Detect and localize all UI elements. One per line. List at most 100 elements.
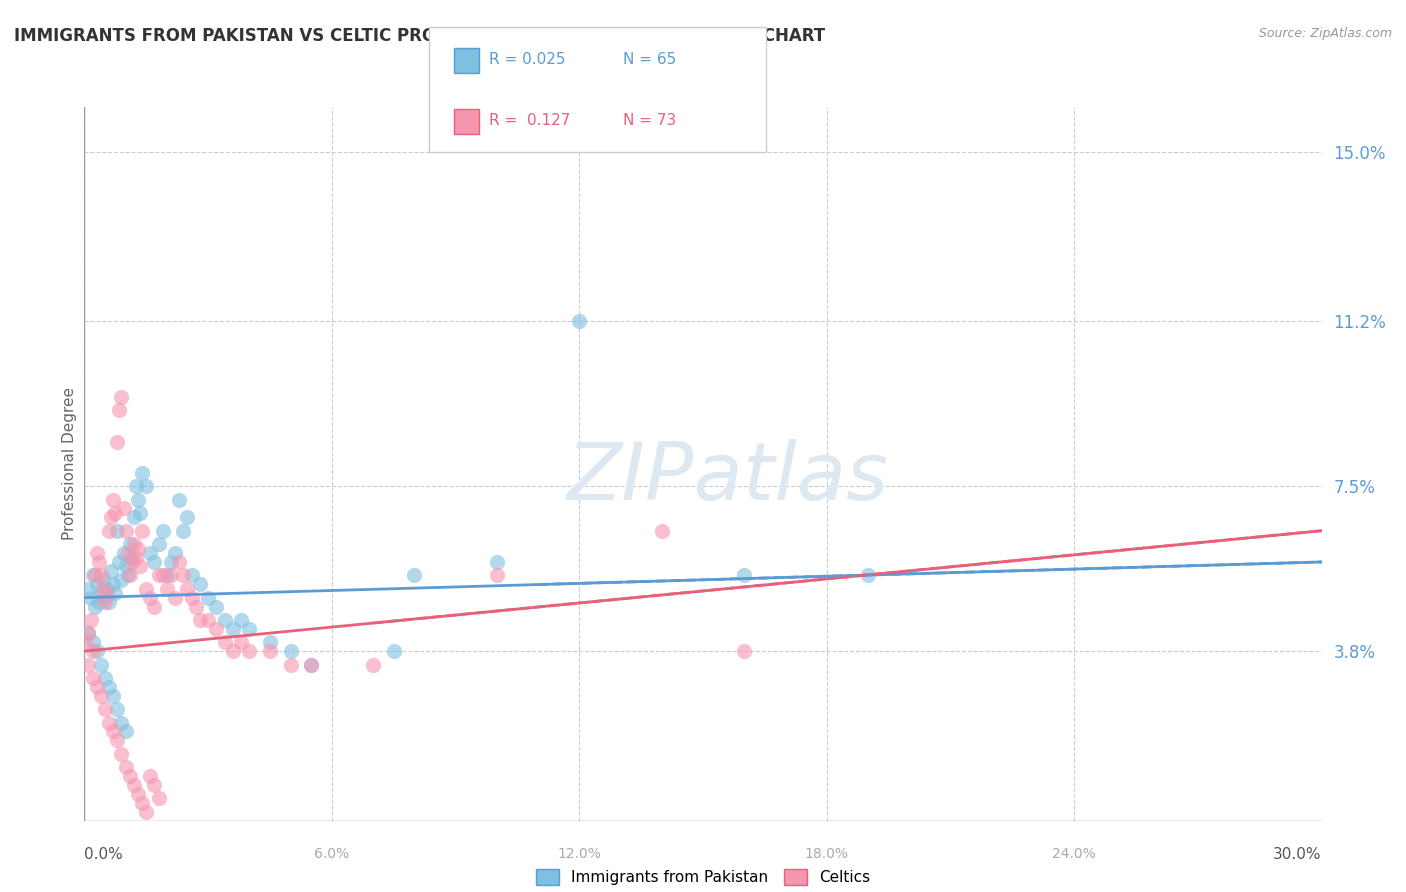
Point (90, 568, 112, 582)
Point (259, 644, 281, 658)
Point (91, 582, 114, 596)
Y-axis label: Professional Degree: Professional Degree (62, 387, 77, 541)
Point (77, 626, 100, 640)
Point (299, 657, 322, 672)
Text: IMMIGRANTS FROM PAKISTAN VS CELTIC PROFESSIONAL DEGREE CORRELATION CHART: IMMIGRANTS FROM PAKISTAN VS CELTIC PROFE… (14, 27, 825, 45)
Point (568, 314, 591, 328)
Point (143, 778, 166, 792)
Point (77, 657, 100, 672)
Point (167, 492, 190, 507)
Point (156, 568, 179, 582)
Point (167, 555, 190, 569)
Text: 24.0%: 24.0% (1052, 847, 1097, 862)
Point (105, 733, 128, 747)
Point (114, 524, 136, 538)
Point (143, 555, 166, 569)
Text: 30.0%: 30.0% (1274, 847, 1322, 863)
Point (176, 510, 198, 524)
Point (382, 644, 405, 658)
Point (94, 591, 117, 605)
Point (94, 671, 117, 685)
Point (280, 644, 302, 658)
Point (100, 564, 122, 578)
Point (180, 568, 202, 582)
Point (94, 702, 117, 716)
Point (143, 599, 166, 614)
Point (112, 546, 135, 560)
Point (118, 537, 141, 551)
Point (139, 546, 162, 560)
Point (87, 595, 110, 609)
Point (197, 613, 219, 627)
Point (110, 390, 132, 404)
Point (214, 613, 236, 627)
Point (100, 510, 122, 524)
Point (156, 582, 179, 596)
Point (299, 657, 322, 672)
Point (188, 577, 211, 591)
Point (152, 568, 174, 582)
Point (404, 568, 426, 582)
Point (105, 524, 128, 538)
Point (129, 506, 152, 520)
Point (139, 591, 162, 605)
Point (103, 689, 125, 703)
Point (222, 644, 245, 658)
Point (733, 644, 755, 658)
Point (160, 568, 183, 582)
Point (135, 805, 157, 819)
Point (118, 769, 141, 783)
Point (152, 524, 174, 538)
Point (197, 591, 219, 605)
Point (176, 582, 198, 596)
Point (86, 577, 108, 591)
Point (165, 591, 187, 605)
Point (90, 657, 112, 672)
Point (110, 573, 132, 587)
Text: 0.0%: 0.0% (84, 847, 124, 863)
Text: N = 73: N = 73 (623, 113, 676, 128)
Point (104, 586, 127, 600)
Point (90, 689, 112, 703)
Point (733, 568, 755, 582)
Point (131, 524, 153, 538)
Point (103, 724, 125, 739)
Point (165, 546, 187, 560)
Point (122, 510, 145, 524)
Point (105, 702, 128, 716)
Point (103, 492, 125, 507)
Point (114, 724, 136, 739)
Point (229, 635, 252, 649)
Point (103, 577, 125, 591)
Point (118, 568, 141, 582)
Text: Source: ZipAtlas.com: Source: ZipAtlas.com (1258, 27, 1392, 40)
Text: ZIPatlas: ZIPatlas (567, 439, 889, 517)
Point (82, 671, 104, 685)
Point (238, 622, 260, 636)
Point (79, 613, 101, 627)
Point (122, 778, 145, 792)
Point (98, 715, 121, 730)
Point (148, 537, 170, 551)
Point (125, 550, 148, 565)
Point (117, 568, 139, 582)
Point (77, 582, 100, 596)
Point (205, 599, 228, 614)
Point (139, 769, 162, 783)
Point (184, 599, 207, 614)
Point (83, 599, 105, 614)
Point (91, 573, 114, 587)
Point (86, 680, 108, 694)
Point (82, 644, 104, 658)
Point (98, 680, 121, 694)
Text: R =  0.127: R = 0.127 (489, 113, 571, 128)
Point (125, 479, 148, 493)
Point (77, 626, 100, 640)
Point (222, 622, 245, 636)
Point (83, 568, 105, 582)
Point (485, 555, 508, 569)
Point (129, 559, 152, 574)
Point (75, 635, 97, 649)
Point (104, 506, 127, 520)
Point (131, 796, 153, 810)
